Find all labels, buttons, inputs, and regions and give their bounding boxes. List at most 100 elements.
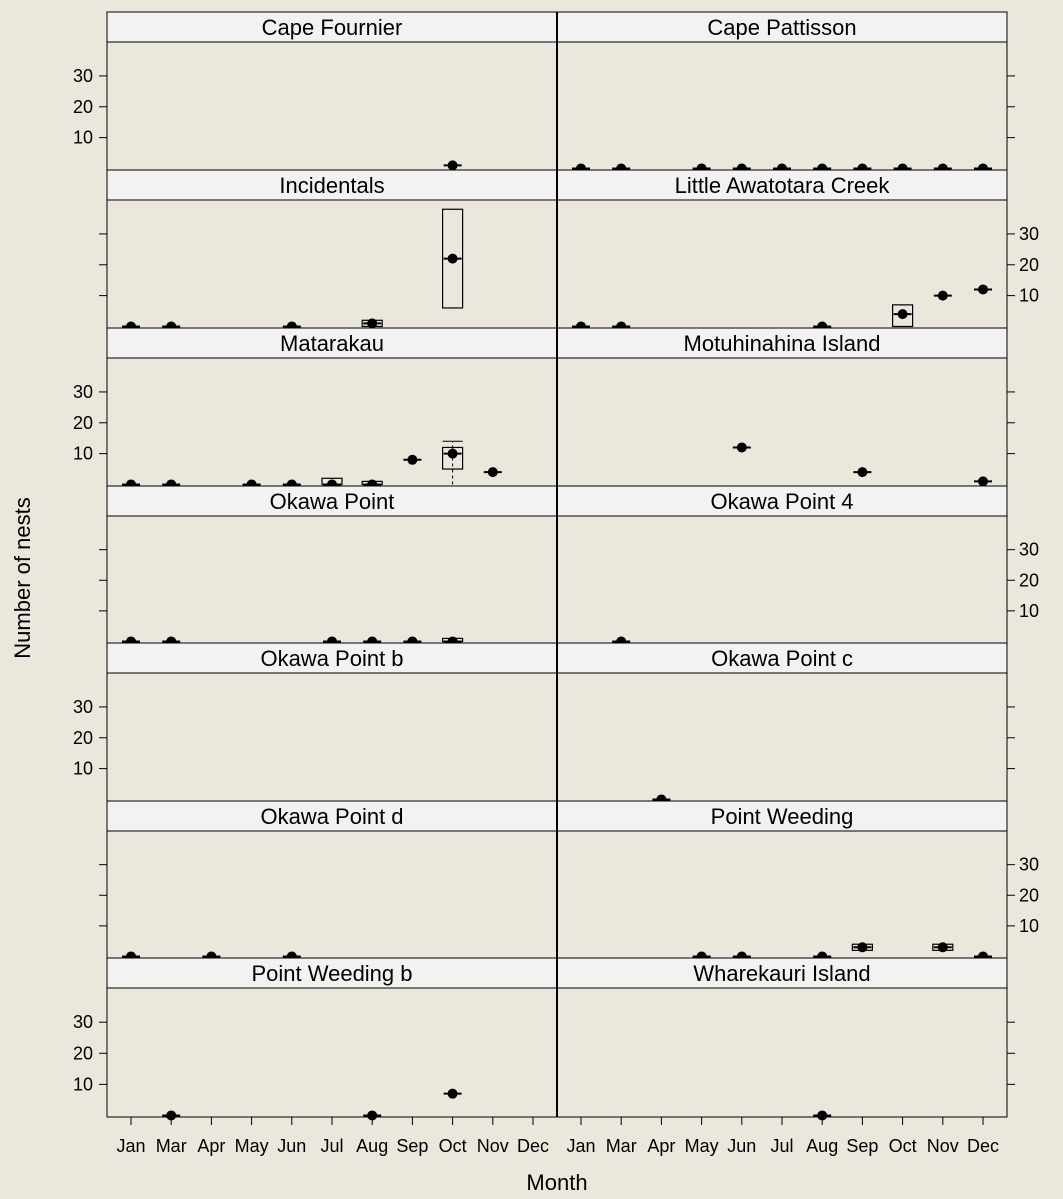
median-dot xyxy=(447,1088,458,1099)
median-dot xyxy=(817,1110,828,1121)
panel-point-weeding-b: Point Weeding b xyxy=(106,957,558,1121)
y-tick-label: 10 xyxy=(73,759,93,779)
panel-strip xyxy=(556,957,1008,989)
panel-okawa-point-4: Okawa Point 4 xyxy=(556,485,1008,647)
median-dot xyxy=(367,1110,378,1121)
panel-frame xyxy=(106,672,558,802)
median-dot xyxy=(407,454,418,465)
y-tick-label: 10 xyxy=(73,444,93,464)
box-oct xyxy=(442,440,464,485)
median-dot xyxy=(937,290,948,301)
panel-frame xyxy=(106,357,558,487)
y-tick-label: 30 xyxy=(1019,855,1039,875)
panel-title: Okawa Point xyxy=(270,489,395,514)
panel-okawa-point-d: Okawa Point d xyxy=(106,800,558,962)
panel-cape-fournier: Cape Fournier xyxy=(106,11,558,171)
box-iqr xyxy=(442,208,464,309)
y-tick-label: 20 xyxy=(73,1043,93,1063)
median-dot xyxy=(937,942,948,953)
y-tick-label: 30 xyxy=(73,697,93,717)
y-tick-label: 30 xyxy=(1019,224,1039,244)
panel-frame xyxy=(556,830,1008,959)
box-nov xyxy=(932,942,954,953)
panel-strip xyxy=(106,327,558,359)
box-oct xyxy=(443,1088,462,1099)
box-aug xyxy=(361,318,383,329)
median-dot xyxy=(857,942,868,953)
panel-strip xyxy=(106,485,558,517)
x-tick-label: Oct xyxy=(439,1136,467,1156)
x-tick-label: Dec xyxy=(517,1136,549,1156)
median-dot xyxy=(367,318,378,329)
y-tick-label: 10 xyxy=(1019,286,1039,306)
y-tick-label: 20 xyxy=(73,728,93,748)
box-aug xyxy=(813,1110,832,1121)
panel-strip xyxy=(106,957,558,989)
y-tick-label: 30 xyxy=(73,382,93,402)
panel-frame xyxy=(556,357,1008,487)
x-tick-label: Jul xyxy=(320,1136,343,1156)
panel-title: Point Weeding xyxy=(711,804,854,829)
axes-layer: 10 20 30 10 20 30 10 20 30 10 20 30 10 20 30 10 20 30 10 20… xyxy=(73,12,1039,1156)
panel-little-awatotara-creek: Little Awatotara Creek xyxy=(556,169,1008,332)
panel-title: Wharekauri Island xyxy=(693,961,870,986)
panel-title: Motuhinahina Island xyxy=(684,331,881,356)
panel-frame xyxy=(556,987,1008,1118)
box-mar xyxy=(162,1110,181,1121)
panels-layer: Cape Fournier Cape Pattisson Incidentals Li… xyxy=(106,11,1008,1121)
y-tick-label: 30 xyxy=(73,1012,93,1032)
panel-frame xyxy=(106,830,558,959)
y-tick-label: 30 xyxy=(1019,540,1039,560)
panel-title: Okawa Point c xyxy=(711,646,853,671)
median-dot xyxy=(447,253,458,264)
box-sep xyxy=(851,942,874,953)
median-dot xyxy=(978,284,988,295)
panel-okawa-point: Okawa Point xyxy=(106,485,558,647)
x-tick-label: Apr xyxy=(647,1136,675,1156)
y-tick-label: 20 xyxy=(1019,255,1039,275)
x-tick-label: Nov xyxy=(477,1136,509,1156)
y-tick-label: 20 xyxy=(1019,570,1039,590)
box-dec xyxy=(974,284,992,295)
y-tick-label: 10 xyxy=(1019,601,1039,621)
x-tick-label: Mar xyxy=(606,1136,637,1156)
x-tick-label: Sep xyxy=(396,1136,428,1156)
panel-frame xyxy=(556,41,1008,171)
panel-strip xyxy=(556,11,1008,43)
median-dot xyxy=(897,309,908,320)
x-tick-label: Sep xyxy=(846,1136,878,1156)
panel-okawa-point-c: Okawa Point c xyxy=(556,642,1008,805)
box-iqr xyxy=(891,304,914,328)
panel-motuhinahina-island: Motuhinahina Island xyxy=(556,327,1008,487)
panel-strip xyxy=(556,800,1008,832)
x-tick-label: Nov xyxy=(927,1136,959,1156)
x-tick-label: Jan xyxy=(566,1136,595,1156)
y-axis-title: Number of nests xyxy=(10,497,35,658)
panel-frame xyxy=(106,987,558,1118)
box-oct xyxy=(891,304,914,328)
median-dot xyxy=(447,448,458,459)
box-aug xyxy=(363,1110,382,1121)
median-dot xyxy=(978,476,988,487)
y-tick-label: 20 xyxy=(1019,885,1039,905)
panel-frame xyxy=(556,515,1008,644)
panel-title: Little Awatotara Creek xyxy=(675,173,891,198)
panel-strip xyxy=(106,642,558,674)
panel-title: Okawa Point b xyxy=(260,646,403,671)
box-oct xyxy=(443,160,462,171)
y-tick-label: 10 xyxy=(1019,916,1039,936)
x-tick-label: May xyxy=(235,1136,269,1156)
panel-wharekauri-island: Wharekauri Island xyxy=(556,957,1008,1121)
panel-frame xyxy=(106,199,558,329)
x-tick-label: Aug xyxy=(356,1136,388,1156)
x-tick-label: Jun xyxy=(727,1136,756,1156)
box-sep xyxy=(853,467,872,478)
panel-title: Matarakau xyxy=(280,331,384,356)
x-axis-title: Month xyxy=(526,1170,587,1195)
panel-frame xyxy=(106,515,558,644)
box-nov xyxy=(483,467,502,478)
panel-title: Cape Fournier xyxy=(262,15,403,40)
panel-strip xyxy=(556,642,1008,674)
panel-matarakau: Matarakau xyxy=(106,327,558,490)
